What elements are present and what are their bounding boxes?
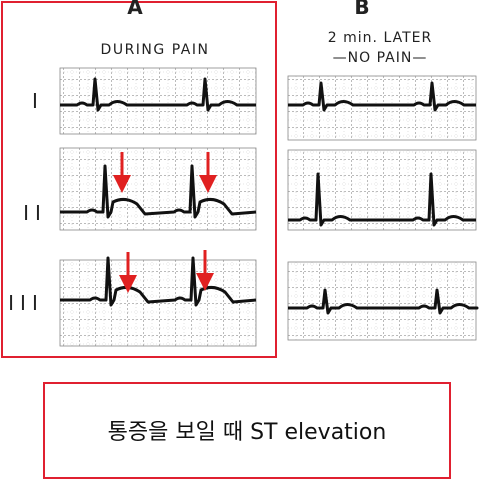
lead-label: III <box>8 291 44 315</box>
ecg-trace <box>288 288 479 315</box>
panel-b-subtitle: —NO PAIN— <box>333 50 428 66</box>
panel-a-frame <box>1 1 277 358</box>
ecg-trace <box>60 164 257 219</box>
lead-label: I <box>32 89 44 113</box>
lead-label: II <box>23 201 47 225</box>
ecg-trace <box>288 81 476 112</box>
ecg-grid <box>59 259 257 347</box>
ecg-strips <box>59 67 479 347</box>
ecg-grid <box>59 147 257 231</box>
caption-frame <box>43 382 451 479</box>
ecg-grid <box>287 75 477 141</box>
ecg-trace <box>60 77 256 112</box>
ecg-grid <box>287 261 477 341</box>
panel-a-label: A <box>127 0 143 19</box>
panel-b-subtitle: 2 min. LATER <box>328 30 432 46</box>
caption: 통증을 보일 때 ST elevation <box>108 420 387 445</box>
panel-b-label: B <box>354 0 369 19</box>
panel-a-subtitle: DURING PAIN <box>101 42 210 58</box>
ecg-trace <box>288 172 476 227</box>
